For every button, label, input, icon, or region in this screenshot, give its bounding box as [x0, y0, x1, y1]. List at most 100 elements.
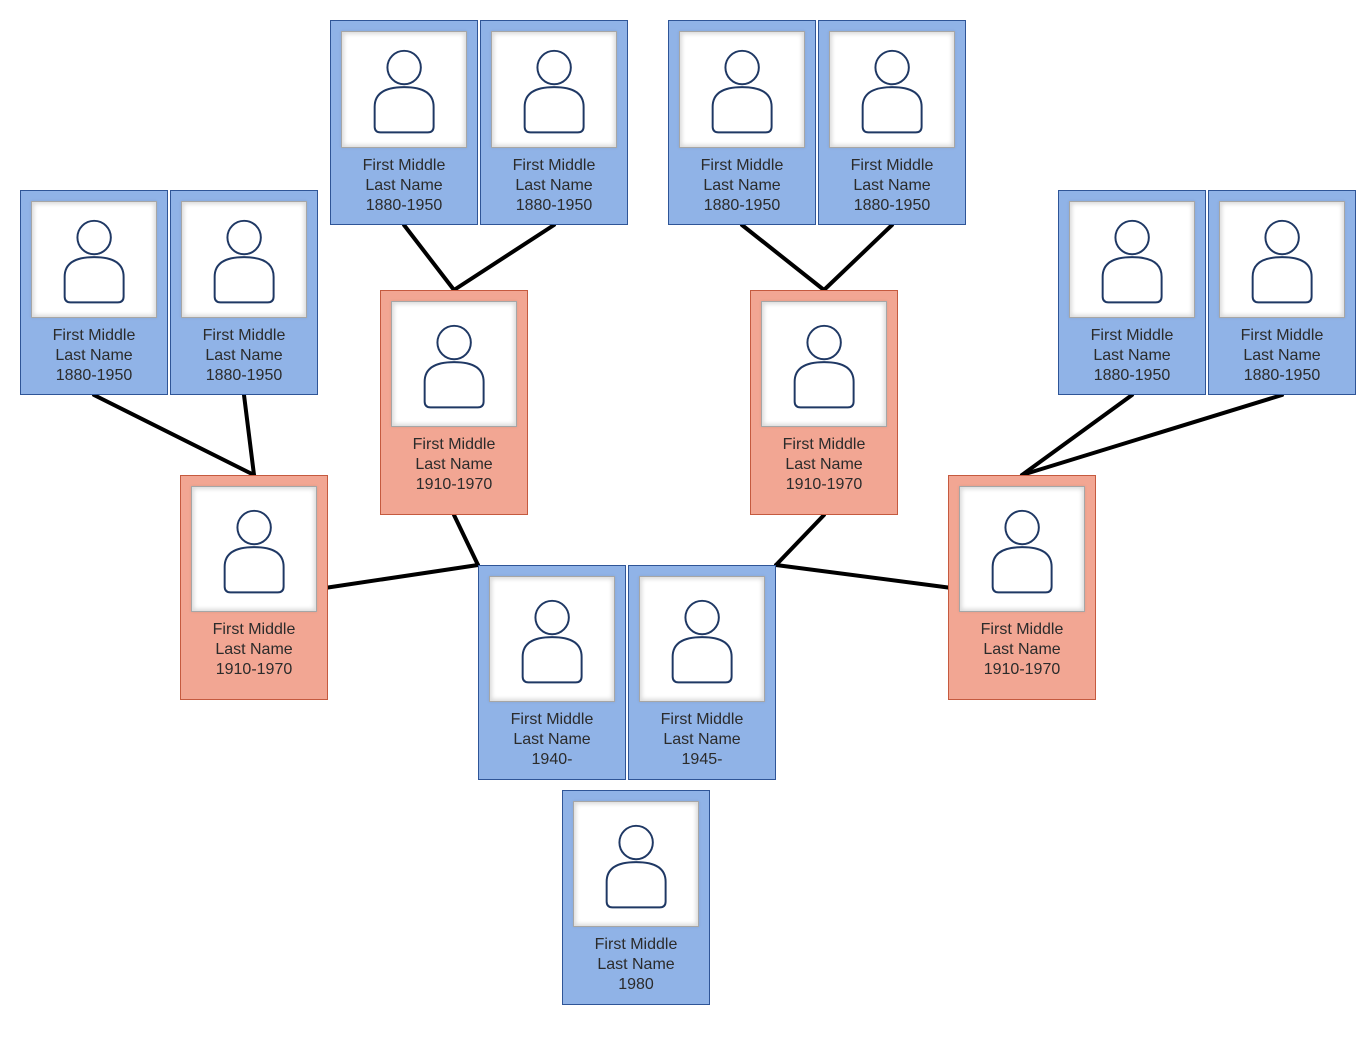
edge — [776, 565, 948, 588]
person-icon — [1233, 210, 1331, 308]
person-card: First MiddleLast Name1880-1950 — [170, 190, 318, 395]
person-card: First MiddleLast Name1880-1950 — [1208, 190, 1356, 395]
edge — [742, 225, 824, 290]
card-labels: First MiddleLast Name1880-1950 — [203, 326, 286, 386]
name-line-1: First Middle — [413, 435, 496, 455]
name-line-2: Last Name — [983, 640, 1060, 660]
card-labels: First MiddleLast Name1880-1950 — [851, 156, 934, 216]
card-labels: First MiddleLast Name1880-1950 — [1241, 326, 1324, 386]
person-icon — [355, 40, 453, 138]
photo-frame — [573, 801, 699, 927]
name-line-2: Last Name — [663, 730, 740, 750]
photo-frame — [959, 486, 1085, 612]
edge — [1022, 395, 1132, 475]
edge — [454, 515, 478, 565]
card-labels: First MiddleLast Name1880-1950 — [513, 156, 596, 216]
name-line-1: First Middle — [851, 156, 934, 176]
dates-line: 1910-1970 — [984, 660, 1061, 680]
dates-line: 1910-1970 — [786, 475, 863, 495]
edge — [1022, 395, 1282, 475]
photo-frame — [1069, 201, 1195, 318]
photo-frame — [191, 486, 317, 612]
person-card: First MiddleLast Name1910-1970 — [180, 475, 328, 700]
person-card: First MiddleLast Name1980 — [562, 790, 710, 1005]
name-line-1: First Middle — [511, 710, 594, 730]
name-line-2: Last Name — [597, 955, 674, 975]
person-icon — [973, 500, 1071, 598]
person-card: First MiddleLast Name1880-1950 — [668, 20, 816, 225]
person-card: First MiddleLast Name1880-1950 — [1058, 190, 1206, 395]
photo-frame — [391, 301, 517, 427]
edge — [454, 225, 554, 290]
person-icon — [653, 590, 751, 688]
person-icon — [195, 210, 293, 308]
name-line-2: Last Name — [515, 176, 592, 196]
person-card: First MiddleLast Name1910-1970 — [750, 290, 898, 515]
photo-frame — [679, 31, 805, 148]
photo-frame — [181, 201, 307, 318]
name-line-1: First Middle — [595, 935, 678, 955]
edge — [94, 395, 254, 475]
dates-line: 1880-1950 — [56, 366, 133, 386]
dates-line: 1880-1950 — [1244, 366, 1321, 386]
card-labels: First MiddleLast Name1910-1970 — [213, 620, 296, 680]
card-labels: First MiddleLast Name1910-1970 — [783, 435, 866, 495]
card-labels: First MiddleLast Name1880-1950 — [363, 156, 446, 216]
name-line-1: First Middle — [213, 620, 296, 640]
edge — [328, 565, 478, 588]
person-icon — [587, 815, 685, 913]
name-line-2: Last Name — [703, 176, 780, 196]
name-line-2: Last Name — [1093, 346, 1170, 366]
card-labels: First MiddleLast Name1945- — [661, 710, 744, 770]
photo-frame — [31, 201, 157, 318]
dates-line: 1940- — [532, 750, 573, 770]
person-card: First MiddleLast Name1880-1950 — [480, 20, 628, 225]
name-line-1: First Middle — [981, 620, 1064, 640]
name-line-1: First Middle — [1091, 326, 1174, 346]
dates-line: 1880-1950 — [1094, 366, 1171, 386]
name-line-2: Last Name — [205, 346, 282, 366]
name-line-1: First Middle — [363, 156, 446, 176]
name-line-2: Last Name — [785, 455, 862, 475]
photo-frame — [761, 301, 887, 427]
card-labels: First MiddleLast Name1880-1950 — [701, 156, 784, 216]
name-line-1: First Middle — [701, 156, 784, 176]
card-labels: First MiddleLast Name1980 — [595, 935, 678, 995]
card-labels: First MiddleLast Name1910-1970 — [413, 435, 496, 495]
person-card: First MiddleLast Name1880-1950 — [818, 20, 966, 225]
person-card: First MiddleLast Name1910-1970 — [380, 290, 528, 515]
dates-line: 1910-1970 — [416, 475, 493, 495]
person-icon — [775, 315, 873, 413]
family-tree-canvas: First MiddleLast Name1880-1950First Midd… — [0, 0, 1370, 1057]
dates-line: 1880-1950 — [854, 196, 931, 216]
person-icon — [45, 210, 143, 308]
dates-line: 1945- — [682, 750, 723, 770]
card-labels: First MiddleLast Name1910-1970 — [981, 620, 1064, 680]
name-line-2: Last Name — [853, 176, 930, 196]
name-line-2: Last Name — [55, 346, 132, 366]
name-line-1: First Middle — [1241, 326, 1324, 346]
edge — [824, 225, 892, 290]
dates-line: 1880-1950 — [704, 196, 781, 216]
name-line-2: Last Name — [415, 455, 492, 475]
person-icon — [503, 590, 601, 688]
person-icon — [205, 500, 303, 598]
edge — [244, 395, 254, 475]
name-line-2: Last Name — [365, 176, 442, 196]
name-line-2: Last Name — [513, 730, 590, 750]
dates-line: 1880-1950 — [206, 366, 283, 386]
dates-line: 1910-1970 — [216, 660, 293, 680]
card-labels: First MiddleLast Name1880-1950 — [53, 326, 136, 386]
name-line-1: First Middle — [53, 326, 136, 346]
photo-frame — [341, 31, 467, 148]
dates-line: 1880-1950 — [516, 196, 593, 216]
photo-frame — [491, 31, 617, 148]
name-line-1: First Middle — [661, 710, 744, 730]
person-icon — [1083, 210, 1181, 308]
person-icon — [693, 40, 791, 138]
photo-frame — [829, 31, 955, 148]
person-icon — [843, 40, 941, 138]
person-card: First MiddleLast Name1940- — [478, 565, 626, 780]
person-card: First MiddleLast Name1880-1950 — [20, 190, 168, 395]
person-card: First MiddleLast Name1945- — [628, 565, 776, 780]
